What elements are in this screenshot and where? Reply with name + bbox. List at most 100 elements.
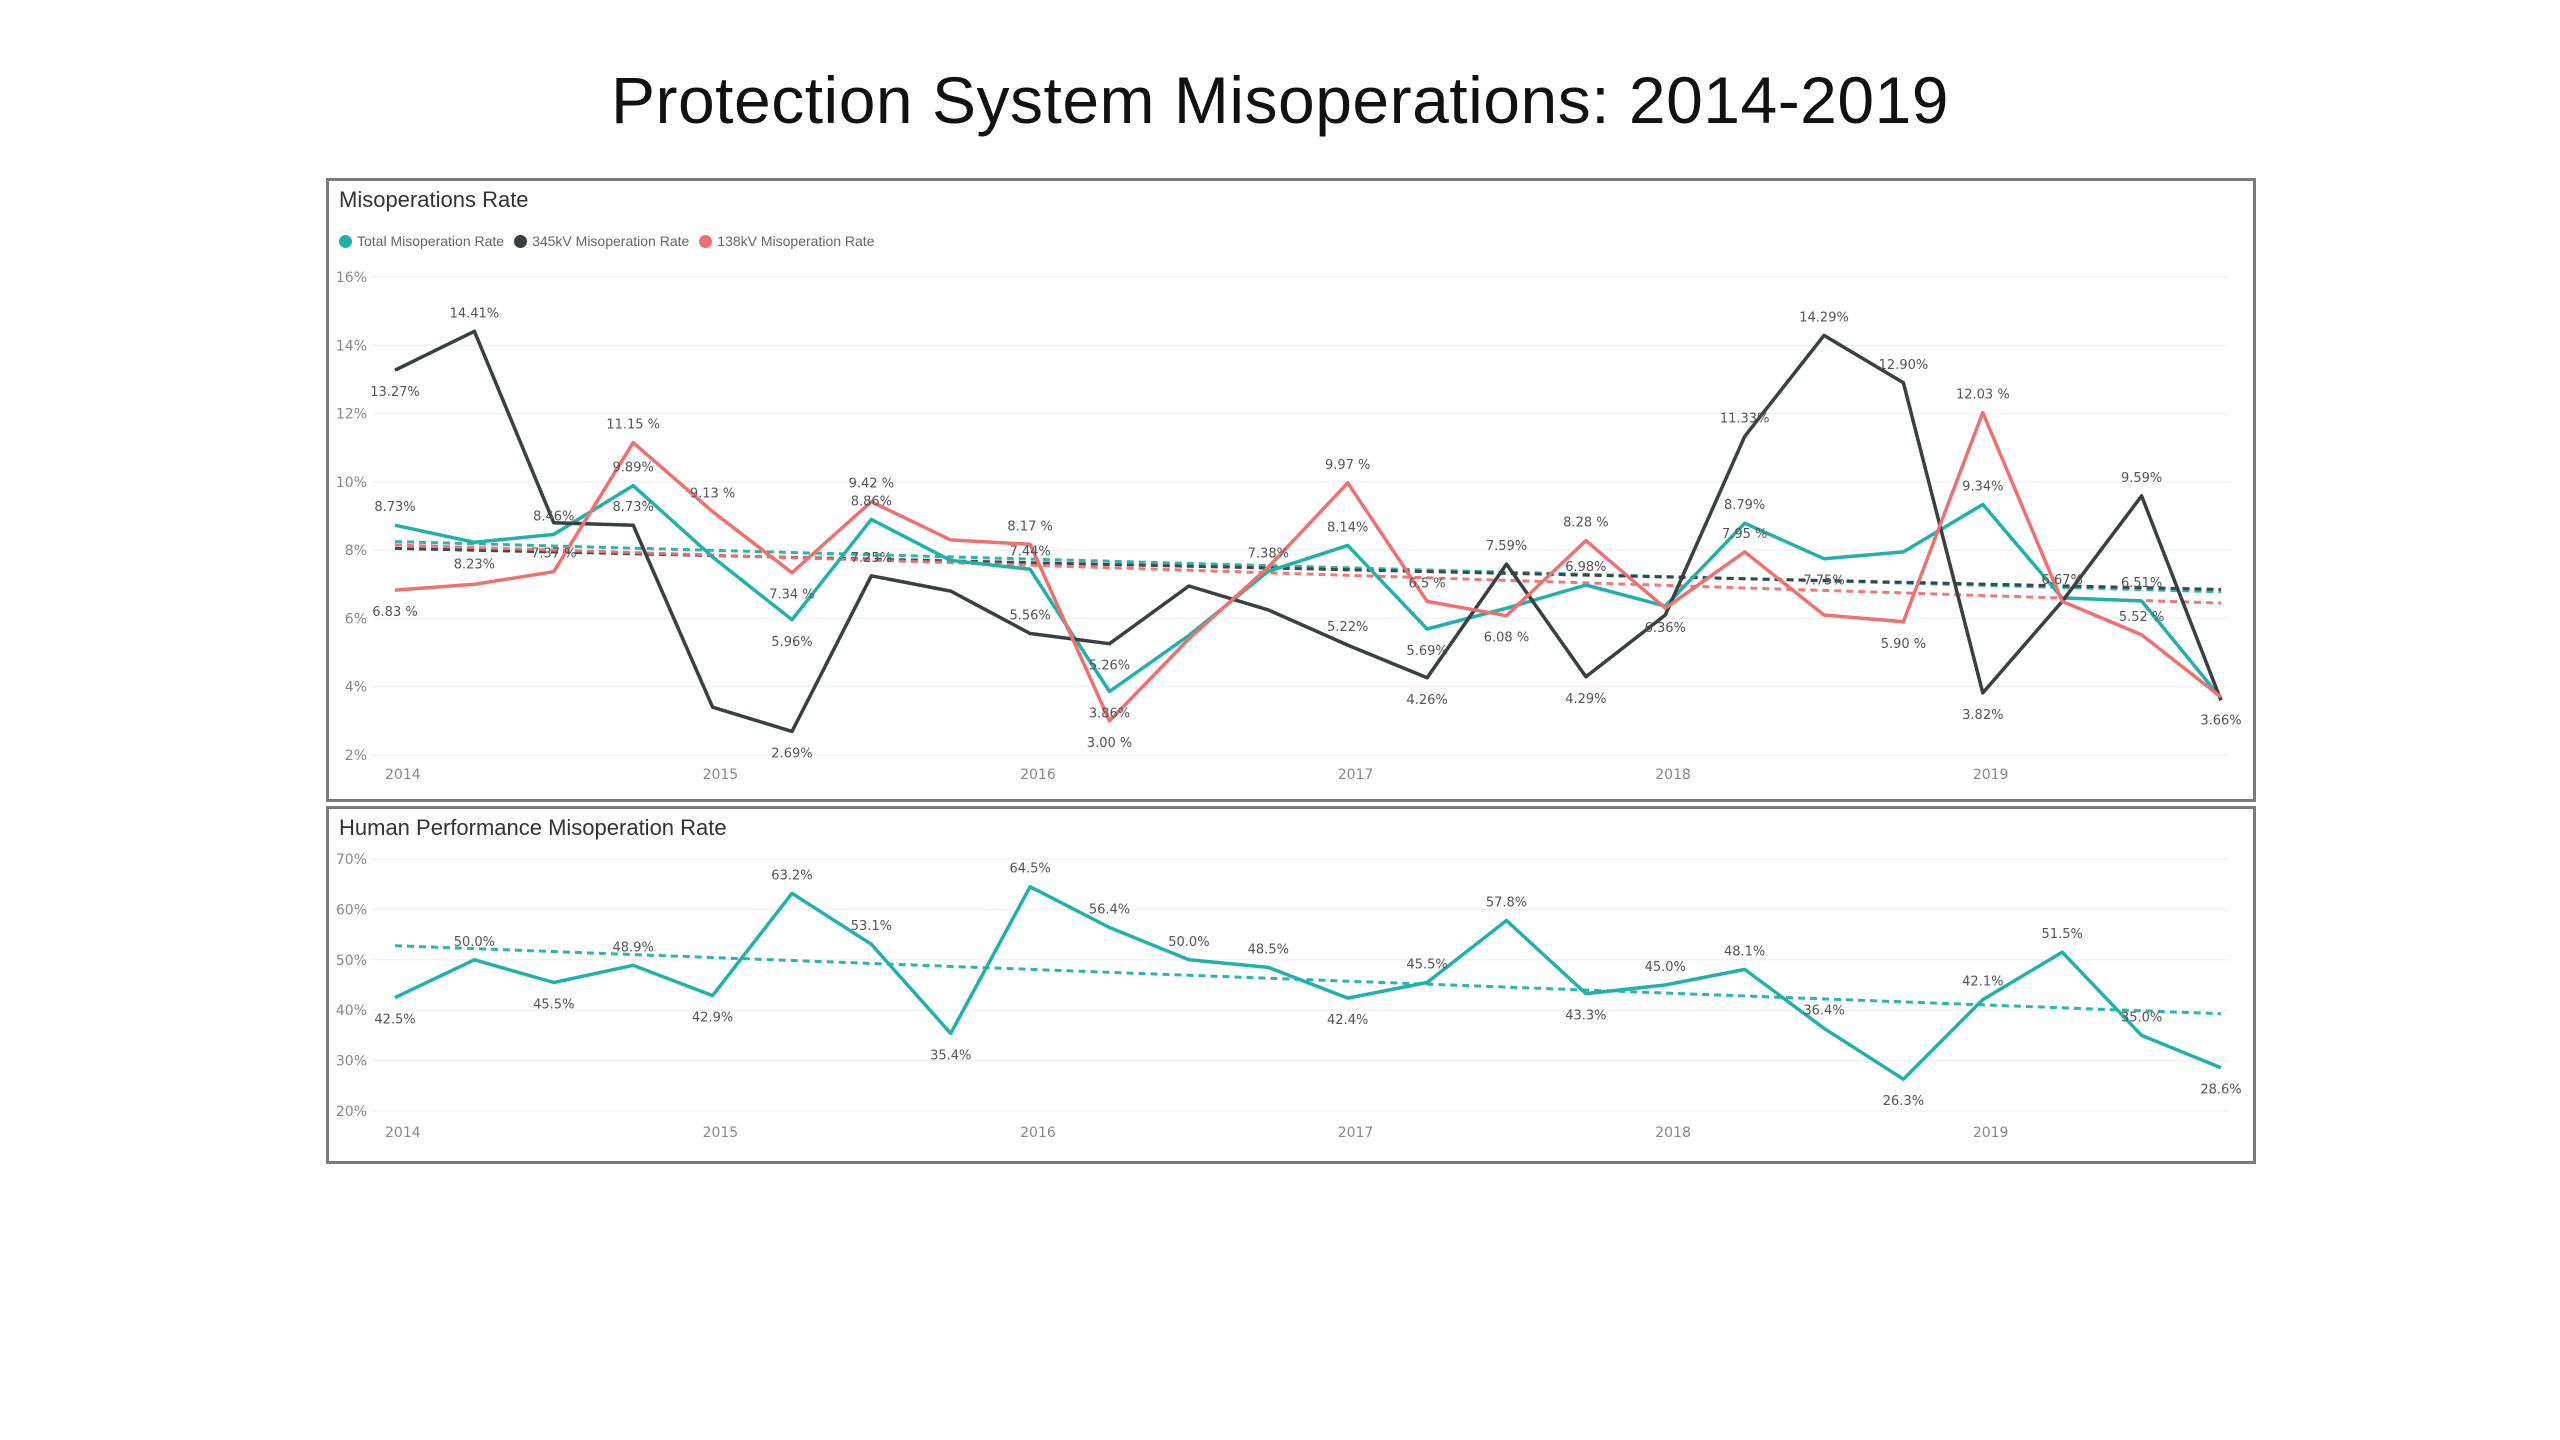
data-label: 12.03 % [1956,388,2010,403]
legend-label: 138kV Misoperation Rate [717,233,875,249]
legend-marker [699,234,713,248]
data-label: 2.69% [771,746,812,761]
x-tick-label: 2016 [1020,767,1056,783]
data-label: 6.36% [1645,621,1686,636]
data-label: 5.96% [771,635,812,650]
y-tick-label: 10% [336,475,367,491]
data-label: 9.13 % [690,487,735,502]
series-line [394,329,2223,734]
data-label: 8.17 % [1007,519,1052,534]
data-label: 6.98% [1565,560,1606,575]
data-label: 6.83 % [372,605,417,620]
human-performance-chart: 70% 60% 50% 40% 30% 20% 2014 2015 2016 2017 2018 20… [336,852,2242,1141]
data-label: 64.5% [1009,862,1050,877]
data-label: 7.37 % [531,547,576,562]
y-tick-label: 60% [336,902,367,918]
data-label: 4.29% [1565,692,1606,707]
x-tick-label: 2014 [385,767,421,783]
data-label: 63.2% [771,868,812,883]
y-tick-label: 50% [336,953,367,969]
data-label: 8.73% [613,500,654,515]
misoperations-rate-panel: Misoperations Rate Total Misoperation Ra… [326,178,2256,802]
data-label: 5.69% [1406,644,1447,659]
human-performance-panel: Human Performance Misoperation Rate 70% 6… [326,806,2256,1164]
data-label: 42.9% [692,1011,733,1026]
legend-item-total[interactable]: Total Misoperation Rate [339,233,504,249]
data-label: 6.51% [2121,576,2162,591]
x-tick-label: 2015 [703,1125,739,1141]
y-tick-label: 2% [345,748,367,764]
data-label: 14.29% [1799,310,1849,325]
legend-label: Total Misoperation Rate [357,233,505,249]
data-label: 56.4% [1089,903,1130,918]
x-tick-label: 2015 [703,767,739,783]
data-label: 8.46% [533,509,574,524]
trend-line [394,540,2222,594]
data-label: 35.4% [930,1048,971,1063]
data-label: 48.1% [1724,944,1765,959]
data-label: 5.22% [1327,620,1368,635]
data-label: 3.66% [2200,713,2241,728]
data-label: 50.0% [1168,935,1209,950]
data-label: 4.26% [1406,693,1447,708]
legend-label: 345kV Misoperation Rate [532,233,690,249]
data-label: 45.0% [1645,960,1686,975]
y-tick-label: 20% [336,1104,367,1120]
data-label: 50.0% [454,935,495,950]
y-tick-label: 30% [336,1054,367,1070]
legend-item-138kv[interactable]: 138kV Misoperation Rate [699,233,874,249]
data-label: 42.5% [374,1013,415,1028]
data-label: 14.41% [450,306,500,321]
series-line [394,884,2222,1081]
slide-title: Protection System Misoperations: 2014-20… [610,63,1950,137]
data-label: 8.14% [1327,520,1368,535]
data-label: 7.75% [1803,574,1844,589]
y-tick-label: 8% [345,543,367,559]
data-label: 7.25% [851,551,892,566]
legend-marker [514,234,528,248]
data-label: 5.52 % [2119,610,2164,625]
legend-marker [339,234,352,248]
data-label: 45.5% [1406,957,1447,972]
data-label: 9.59% [2121,471,2162,486]
data-label: 7.38% [1248,546,1289,561]
data-label: 9.42 % [849,477,894,492]
y-tick-label: 4% [345,680,367,696]
data-label: 7.44% [1009,544,1050,559]
y-tick-label: 16% [336,270,367,286]
data-label: 45.5% [533,997,574,1012]
data-label: 8.28 % [1563,516,1608,531]
data-label: 3.82% [1962,708,2003,723]
data-label: 48.9% [613,940,654,955]
data-label: 3.86% [1089,706,1130,721]
x-tick-label: 2018 [1655,767,1691,783]
x-tick-label: 2017 [1338,767,1374,783]
data-label: 43.3% [1565,1009,1606,1024]
y-tick-label: 6% [345,611,367,627]
trend-line [394,543,2222,605]
y-tick-label: 12% [336,407,367,423]
x-tick-label: 2017 [1338,1125,1374,1141]
data-label: 11.33% [1720,411,1770,426]
data-label: 5.90 % [1881,637,1926,652]
trend-line [394,944,2222,1016]
data-label: 51.5% [2042,927,2083,942]
x-tick-label: 2019 [1973,767,2009,783]
data-label: 42.1% [1962,975,2003,990]
misoperations-rate-chart: 16% 14% 12% 10% 8% 6% 4% 2% 2014 2015 2016 2017 2018… [336,270,2242,783]
series-line [394,410,2223,723]
data-label: 6.08 % [1484,631,1529,646]
data-label: 11.15 % [606,418,660,433]
data-label: 5.26% [1089,659,1130,674]
x-tick-label: 2016 [1020,1125,1056,1141]
legend-item-345kv[interactable]: 345kV Misoperation Rate [514,233,689,249]
data-label: 28.6% [2200,1083,2241,1098]
data-label: 8.73% [374,500,415,515]
data-label: 48.5% [1248,942,1289,957]
data-label: 9.97 % [1325,458,1370,473]
data-label: 3.00 % [1087,736,1132,751]
data-label: 6.5 % [1409,576,1446,591]
y-tick-label: 40% [336,1003,367,1019]
data-label: 57.8% [1486,895,1527,910]
data-label: 5.56% [1009,608,1050,623]
